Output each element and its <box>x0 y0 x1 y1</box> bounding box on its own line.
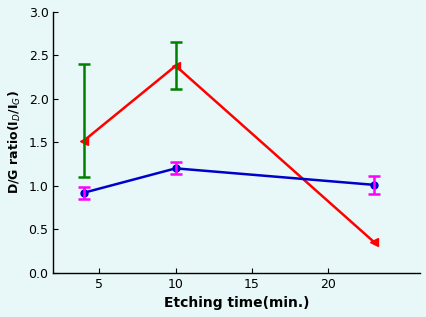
X-axis label: Etching time(min.): Etching time(min.) <box>164 296 309 310</box>
Y-axis label: D/G ratio(I$_{D}$/I$_{G}$): D/G ratio(I$_{D}$/I$_{G}$) <box>7 90 23 194</box>
